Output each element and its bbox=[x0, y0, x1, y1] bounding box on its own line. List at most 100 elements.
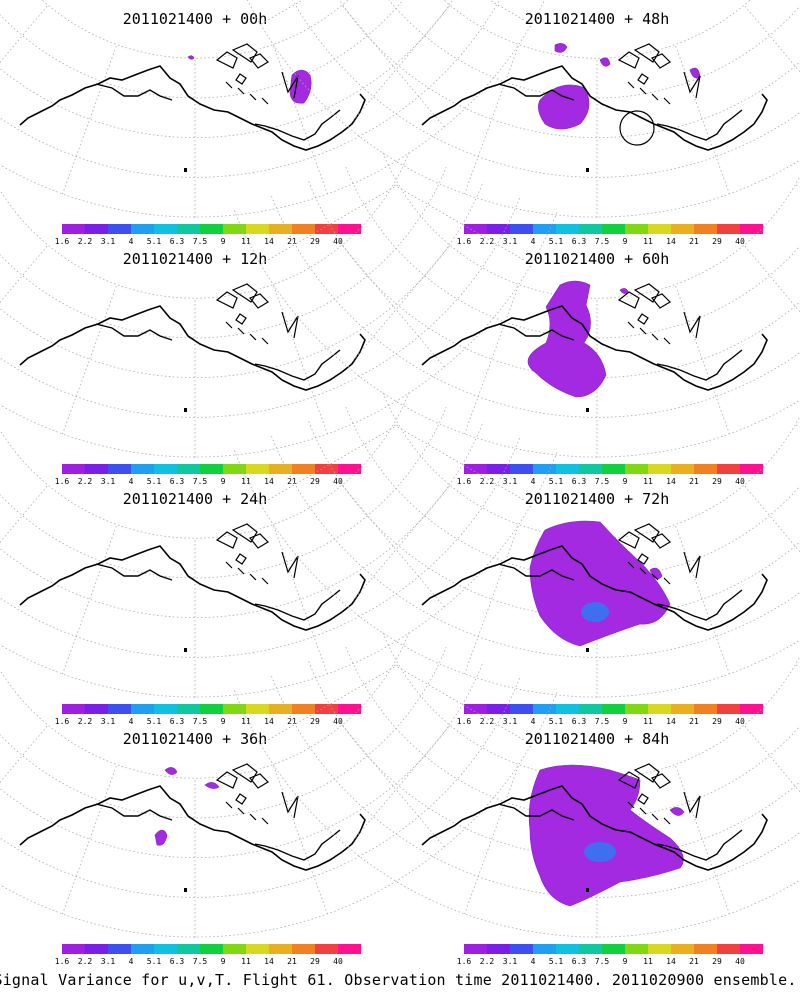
colorbar-label: 14 bbox=[666, 477, 676, 486]
colorbar: 1.6 2.2 3.1 4 5.1 6.3 7.5 9 11 14 21 29 40 bbox=[55, 224, 361, 246]
colorbar-swatch bbox=[694, 944, 717, 954]
colorbar-label: 14 bbox=[666, 957, 676, 966]
colorbar-swatch bbox=[533, 944, 556, 954]
colorbar-label: 21 bbox=[287, 957, 297, 966]
colorbar-swatch bbox=[292, 224, 315, 234]
colorbar-swatch bbox=[556, 224, 579, 234]
colorbar-label: 3.1 bbox=[101, 237, 116, 246]
colorbar-label: 11 bbox=[241, 957, 251, 966]
colorbar-swatch bbox=[487, 224, 510, 234]
colorbar-swatch bbox=[338, 704, 361, 714]
colorbar-label: 11 bbox=[241, 237, 251, 246]
panel-title: 2011021400 + 84h bbox=[525, 730, 670, 748]
colorbar-swatch bbox=[487, 464, 510, 474]
colorbar-swatch bbox=[246, 944, 269, 954]
colorbar-swatch bbox=[533, 224, 556, 234]
colorbar-label: 11 bbox=[643, 237, 653, 246]
colorbar-swatch bbox=[292, 704, 315, 714]
panel-title: 2011021400 + 24h bbox=[123, 490, 268, 508]
colorbar-swatch bbox=[694, 704, 717, 714]
colorbar-swatch bbox=[602, 944, 625, 954]
colorbar-label: 4 bbox=[129, 477, 134, 486]
colorbar-label: 29 bbox=[310, 957, 320, 966]
colorbar-label: 3.1 bbox=[503, 717, 518, 726]
colorbar-label: 1.6 bbox=[55, 237, 70, 246]
colorbar-swatch bbox=[223, 464, 246, 474]
colorbar-label: 6.3 bbox=[572, 237, 587, 246]
colorbar-swatch bbox=[108, 704, 131, 714]
panel: 2011021400 + 12h 1.6 2.2 3.1 4 5.1 6.3 7.5 9 11 14… bbox=[0, 55, 559, 486]
colorbar-swatch bbox=[671, 224, 694, 234]
colorbar-label: 4 bbox=[531, 717, 536, 726]
colorbar-label: 6.3 bbox=[572, 957, 587, 966]
panel: 2011021400 + 72h 1.6 2.2 3.1 4 5.1 6.3 7.5 9 11 14… bbox=[233, 392, 800, 726]
colorbar-swatch bbox=[464, 224, 487, 234]
colorbar: 1.6 2.2 3.1 4 5.1 6.3 7.5 9 11 14 21 29 40 bbox=[457, 704, 763, 726]
panel: 2011021400 + 36h 1.6 2.2 3.1 4 5.1 6.3 7.5 9 11 14… bbox=[0, 632, 559, 966]
colorbar-swatch bbox=[625, 224, 648, 234]
panel: 2011021400 + 60h 1.6 2.2 3.1 4 5.1 6.3 7.5 9 11 14… bbox=[233, 152, 800, 486]
colorbar-label: 7.5 bbox=[595, 957, 610, 966]
colorbar-label: 2.2 bbox=[480, 717, 495, 726]
colorbar-swatch bbox=[717, 224, 740, 234]
colorbar-swatch bbox=[269, 224, 292, 234]
colorbar-swatch bbox=[717, 704, 740, 714]
colorbar-swatch bbox=[625, 704, 648, 714]
colorbar-label: 29 bbox=[310, 477, 320, 486]
colorbar-swatch bbox=[200, 944, 223, 954]
colorbar-label: 40 bbox=[735, 477, 745, 486]
colorbar-label: 4 bbox=[531, 957, 536, 966]
colorbar-label: 9 bbox=[623, 237, 628, 246]
colorbar-label: 5.1 bbox=[549, 717, 564, 726]
colorbar-swatch bbox=[85, 704, 108, 714]
colorbar-label: 6.3 bbox=[170, 477, 185, 486]
colorbar-swatch bbox=[269, 464, 292, 474]
panel-title: 2011021400 + 00h bbox=[123, 10, 268, 28]
colorbar-swatch bbox=[62, 704, 85, 714]
map-area bbox=[0, 55, 559, 460]
colorbar-swatch bbox=[648, 464, 671, 474]
map-area bbox=[0, 0, 545, 220]
colorbar-swatch bbox=[269, 704, 292, 714]
colorbar-label: 1.6 bbox=[55, 477, 70, 486]
highlight-circle bbox=[619, 110, 655, 146]
colorbar-label: 9 bbox=[221, 717, 226, 726]
colorbar-label: 29 bbox=[712, 237, 722, 246]
colorbar-swatch bbox=[487, 704, 510, 714]
colorbar-label: 2.2 bbox=[78, 477, 93, 486]
colorbar-label: 5.1 bbox=[147, 477, 162, 486]
colorbar-label: 7.5 bbox=[193, 477, 208, 486]
colorbar-swatch bbox=[338, 224, 361, 234]
colorbar-label: 5.1 bbox=[147, 237, 162, 246]
colorbar-label: 4 bbox=[531, 477, 536, 486]
colorbar-swatch bbox=[292, 464, 315, 474]
colorbar-swatch bbox=[223, 944, 246, 954]
map-area bbox=[233, 632, 800, 940]
colorbar-label: 5.1 bbox=[549, 477, 564, 486]
colorbar-swatch bbox=[464, 464, 487, 474]
colorbar-swatch bbox=[131, 944, 154, 954]
colorbar: 1.6 2.2 3.1 4 5.1 6.3 7.5 9 11 14 21 29 40 bbox=[55, 704, 361, 726]
colorbar-swatch bbox=[62, 944, 85, 954]
colorbar-swatch bbox=[338, 464, 361, 474]
colorbar-swatch bbox=[108, 944, 131, 954]
colorbar-swatch bbox=[223, 704, 246, 714]
colorbar-label: 11 bbox=[643, 717, 653, 726]
colorbar-swatch bbox=[315, 464, 338, 474]
map-area bbox=[247, 0, 800, 220]
map-area bbox=[0, 392, 559, 700]
colorbar-label: 9 bbox=[221, 237, 226, 246]
colorbar-swatch bbox=[602, 464, 625, 474]
colorbar-swatch bbox=[85, 944, 108, 954]
colorbar-swatch bbox=[200, 704, 223, 714]
colorbar-swatch bbox=[108, 464, 131, 474]
colorbar-label: 2.2 bbox=[480, 477, 495, 486]
colorbar-swatch bbox=[315, 704, 338, 714]
colorbar-label: 11 bbox=[241, 717, 251, 726]
colorbar-swatch bbox=[177, 464, 200, 474]
colorbar-swatch bbox=[717, 464, 740, 474]
colorbar-swatch bbox=[740, 464, 763, 474]
colorbar-swatch bbox=[740, 224, 763, 234]
colorbar-label: 1.6 bbox=[55, 957, 70, 966]
colorbar-swatch bbox=[671, 944, 694, 954]
